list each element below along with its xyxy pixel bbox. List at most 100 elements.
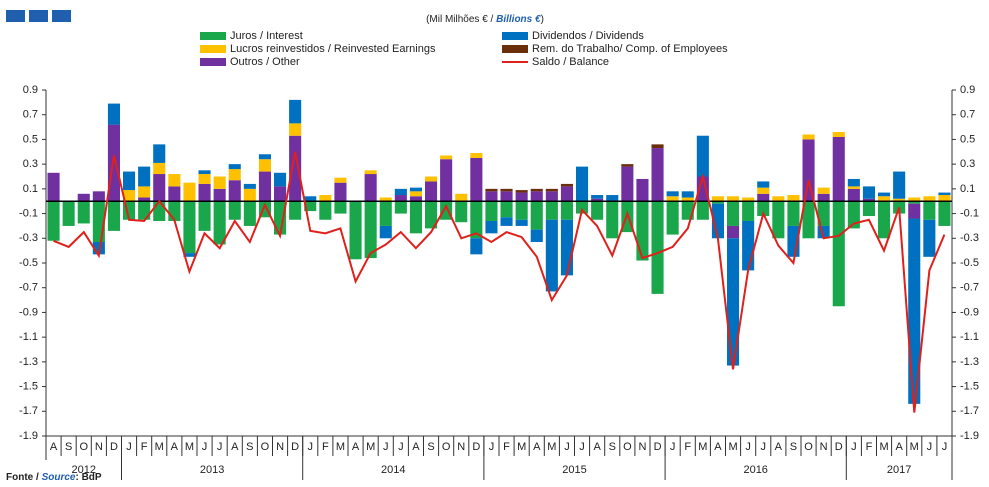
bar: [908, 197, 921, 202]
bar: [545, 188, 558, 192]
bar: [364, 201, 377, 259]
bar: [621, 164, 634, 167]
x-tick-label: M: [517, 441, 526, 453]
x-tick-label: J: [217, 441, 223, 453]
x-tick-label: M: [336, 441, 345, 453]
bar: [787, 195, 800, 202]
y-tick-label: -0.3: [19, 232, 38, 244]
bar: [893, 198, 906, 202]
bar: [107, 201, 120, 231]
x-tick-label: O: [261, 441, 270, 453]
y-tick-label: -0.5: [19, 257, 38, 269]
logo-block: [29, 10, 48, 22]
x-tick-label: A: [714, 441, 722, 453]
bar: [349, 201, 362, 260]
x-tick-label: M: [547, 441, 556, 453]
bar: [274, 201, 287, 235]
bar: [485, 188, 498, 192]
x-tick-label: O: [804, 441, 813, 453]
bar: [757, 201, 770, 217]
bar: [923, 219, 936, 257]
bar: [621, 166, 634, 202]
y-tick-label: 0.3: [23, 158, 38, 170]
bar: [394, 195, 407, 202]
bar: [153, 174, 166, 202]
bar: [772, 196, 785, 202]
x-tick-label: A: [231, 441, 239, 453]
bar: [289, 123, 302, 136]
bar: [832, 201, 845, 307]
x-tick-label: N: [638, 441, 646, 453]
bar: [651, 148, 664, 202]
x-tick-label: D: [291, 441, 299, 453]
x-tick-label: J: [927, 441, 933, 453]
bar: [485, 201, 498, 221]
bar: [92, 191, 105, 202]
bar: [470, 238, 483, 255]
bar: [183, 201, 196, 254]
x-tick-label: J: [489, 441, 495, 453]
legend-swatch: [200, 45, 226, 53]
legend-swatch: [502, 32, 528, 40]
bar: [440, 201, 453, 220]
y2-tick-label: -1.5: [960, 380, 979, 392]
bar: [515, 190, 528, 193]
x-tick-label: D: [110, 441, 118, 453]
x-tick-label: J: [670, 441, 676, 453]
bar: [515, 219, 528, 226]
bar: [681, 197, 694, 202]
bar: [394, 201, 407, 214]
y2-tick-label: 0.1: [960, 183, 975, 195]
bar: [515, 201, 528, 220]
bar: [440, 159, 453, 202]
bar: [696, 176, 709, 202]
bar: [727, 196, 740, 202]
bar: [153, 201, 166, 221]
bar: [485, 191, 498, 202]
bar: [923, 196, 936, 202]
year-label: 2012: [72, 464, 96, 476]
y2-tick-label: 0.7: [960, 109, 975, 121]
bar: [681, 191, 694, 198]
x-tick-label: A: [593, 441, 601, 453]
y2-tick-label: 0.9: [960, 84, 975, 96]
bar: [530, 188, 543, 192]
year-label: 2015: [562, 464, 586, 476]
bar: [696, 201, 709, 220]
bar: [243, 188, 256, 202]
legend-label: Lucros reinvestidos / Reinvested Earning…: [230, 43, 436, 55]
x-tick-label: S: [65, 441, 72, 453]
bar: [168, 186, 181, 202]
bar: [576, 166, 589, 202]
x-tick-label: A: [412, 441, 420, 453]
bar: [862, 201, 875, 217]
bar: [153, 162, 166, 175]
x-tick-label: M: [698, 441, 707, 453]
bar: [258, 159, 271, 172]
x-tick-label: M: [185, 441, 194, 453]
x-tick-label: D: [472, 441, 480, 453]
bar: [591, 195, 604, 199]
bar: [183, 253, 196, 257]
bar: [938, 195, 951, 202]
legend-swatch: [502, 45, 528, 53]
bar: [319, 195, 332, 202]
x-tick-label: J: [564, 441, 570, 453]
bar: [938, 192, 951, 196]
bar: [198, 183, 211, 202]
bar: [666, 191, 679, 197]
x-tick-label: S: [427, 441, 434, 453]
bar: [696, 135, 709, 177]
bar: [379, 201, 392, 226]
bar: [213, 176, 226, 189]
bar: [77, 201, 90, 224]
y2-tick-label: -0.1: [960, 207, 979, 219]
y2-tick-label: 0.5: [960, 133, 975, 145]
x-tick-label: J: [579, 441, 585, 453]
bar: [606, 195, 619, 202]
bar: [153, 144, 166, 163]
legend-label: Juros / Interest: [230, 30, 303, 42]
bar: [727, 201, 740, 226]
bar: [847, 178, 860, 187]
